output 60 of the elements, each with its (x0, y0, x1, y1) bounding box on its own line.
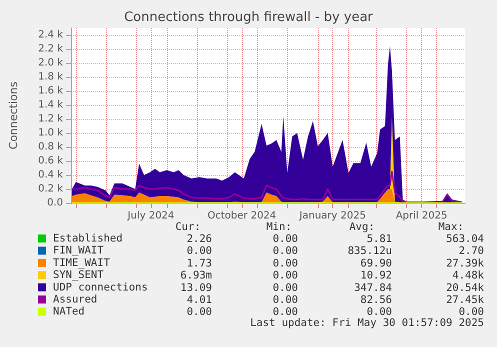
text: 835.12u (348, 245, 392, 258)
text: 2.26 (186, 233, 212, 245)
y-axis-title: Connections (7, 81, 20, 150)
text: 5.81 (366, 233, 392, 245)
legend-label: TIME_WAIT (53, 256, 111, 269)
text: 6.93m (180, 270, 212, 282)
y-tick-label: 1.0 k (38, 128, 64, 138)
legend-label: SYN_SENT (53, 269, 104, 282)
text: 20.54k (446, 282, 485, 294)
text: 0.00 (272, 245, 298, 258)
text: 0.00 (272, 233, 298, 245)
text: Min: (266, 221, 292, 233)
legend-label: Established (53, 232, 123, 244)
text: 0.00 (458, 306, 484, 318)
x-tick-label: April 2025 (396, 210, 448, 222)
text: 2.70 (458, 245, 484, 258)
text: 13.09 (180, 282, 212, 294)
text: 27.39k (446, 257, 485, 270)
y-tick-label: 2.4 k (38, 30, 64, 40)
text: Cur: (175, 221, 201, 233)
y-tick-label: 1.6 k (38, 86, 64, 96)
text: 27.45k (446, 294, 485, 306)
text: 10.92 (360, 270, 392, 282)
text: 0.00 (186, 306, 212, 318)
y-tick-label: 2.2 k (38, 44, 64, 54)
text: 69.90 (360, 257, 392, 270)
y-tick-label: 0.6 k (38, 156, 64, 166)
text: Avg: (349, 221, 375, 233)
text: 4.01 (186, 294, 212, 306)
text: Last update: Fri May 30 01:57:09 2025 (250, 317, 484, 329)
x-tick-label: January 2025 (298, 210, 366, 222)
y-tick-label: 1.4 k (38, 100, 64, 110)
text: 0.00 (272, 294, 298, 306)
line-series (71, 170, 463, 204)
y-tick-label: 1.2 k (38, 114, 64, 124)
text: 0.00 (186, 245, 212, 258)
text: Max: (438, 221, 464, 233)
y-tick-label: 0.2 k (38, 184, 64, 194)
legend-label: UDP connections (53, 281, 148, 294)
legend-label: Assured (53, 294, 98, 306)
text: 563.04 (446, 233, 484, 245)
text: 0.00 (272, 257, 298, 270)
text: 1.73 (186, 257, 212, 270)
text: 0.00 (272, 306, 298, 318)
legend-label: FIN_WAIT (53, 244, 104, 257)
legend-label: NATed (53, 306, 85, 318)
text: 347.84 (354, 282, 392, 294)
y-tick-label: 1.8 k (38, 72, 64, 82)
x-tick-label: October 2024 (208, 210, 276, 222)
y-tick-label: 2.0 k (38, 58, 64, 68)
y-tick-label: 0.4 k (38, 170, 64, 180)
x-tick-label: July 2024 (126, 210, 174, 222)
text: 0.00 (272, 282, 298, 294)
text: 0.00 (366, 306, 392, 318)
text: 82.56 (360, 294, 392, 306)
y-tick-label: 0.8 k (38, 142, 64, 152)
text: 4.48k (452, 270, 485, 282)
text: 0.00 (272, 270, 298, 282)
y-tick-label: 0.0 (47, 198, 63, 208)
chart-title: Connections through firewall - by year (124, 10, 374, 25)
